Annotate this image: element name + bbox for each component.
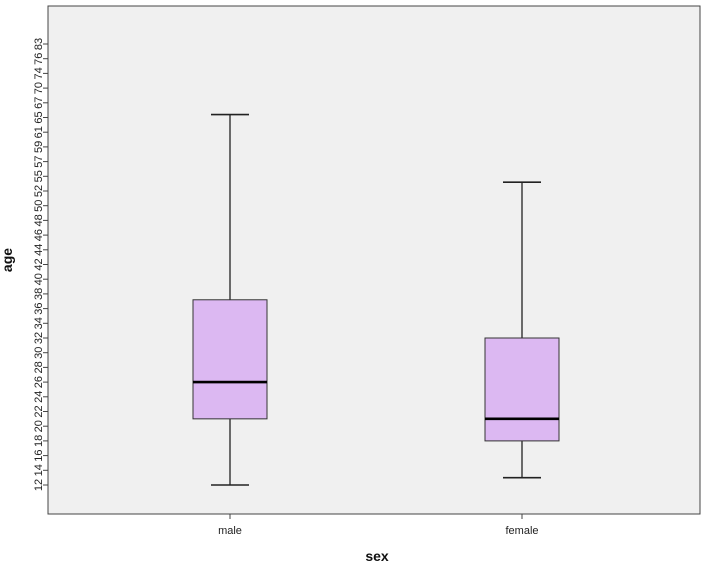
plot-area bbox=[47, 5, 701, 515]
iqr-box bbox=[484, 337, 560, 442]
y-tick-label: 57 bbox=[33, 155, 45, 167]
x-axis-title: sex bbox=[365, 548, 389, 564]
y-tick-label: 52 bbox=[33, 185, 45, 197]
y-tick-label: 40 bbox=[33, 273, 45, 285]
y-tick-label: 26 bbox=[33, 376, 45, 388]
y-tick-label: 70 bbox=[33, 82, 45, 94]
box-female bbox=[484, 181, 560, 479]
y-axis: 12 14 16 18 20 22 24 26 28 30 32 34 36 38 40 42 44 46 48 50… bbox=[33, 38, 48, 491]
y-tick-label: 67 bbox=[33, 97, 45, 109]
y-tick-label: 24 bbox=[33, 391, 45, 403]
y-tick-label: 42 bbox=[33, 258, 45, 270]
y-tick-label: 76 bbox=[33, 53, 45, 65]
boxes-group bbox=[192, 113, 560, 486]
y-axis-title: age bbox=[0, 248, 15, 272]
y-tick-label: 30 bbox=[33, 347, 45, 359]
y-tick-label: 32 bbox=[33, 332, 45, 344]
box-male bbox=[192, 113, 268, 486]
y-tick-label: 16 bbox=[33, 449, 45, 461]
y-tick-label: 22 bbox=[33, 405, 45, 417]
y-tick-label: 38 bbox=[33, 288, 45, 300]
y-tick-label: 44 bbox=[33, 244, 45, 256]
y-tick-label: 46 bbox=[33, 229, 45, 241]
y-tick-label: 20 bbox=[33, 420, 45, 432]
iqr-box bbox=[192, 299, 268, 420]
y-tick-label: 50 bbox=[33, 200, 45, 212]
y-tick-label: 74 bbox=[33, 67, 45, 79]
x-tick-label: male bbox=[218, 525, 242, 537]
y-tick-label: 55 bbox=[33, 170, 45, 182]
y-tick-label: 12 bbox=[33, 479, 45, 491]
y-tick-label: 59 bbox=[33, 141, 45, 153]
y-tick-label: 14 bbox=[33, 464, 45, 476]
x-axis: male female bbox=[218, 514, 539, 537]
y-tick-label: 36 bbox=[33, 302, 45, 314]
y-tick-label: 48 bbox=[33, 214, 45, 226]
y-tick-label: 83 bbox=[33, 38, 45, 50]
y-tick-label: 28 bbox=[33, 361, 45, 373]
y-tick-label: 65 bbox=[33, 111, 45, 123]
x-tick-label: female bbox=[505, 525, 538, 537]
y-tick-label: 34 bbox=[33, 317, 45, 329]
y-tick-label: 61 bbox=[33, 126, 45, 138]
y-tick-label: 18 bbox=[33, 435, 45, 447]
